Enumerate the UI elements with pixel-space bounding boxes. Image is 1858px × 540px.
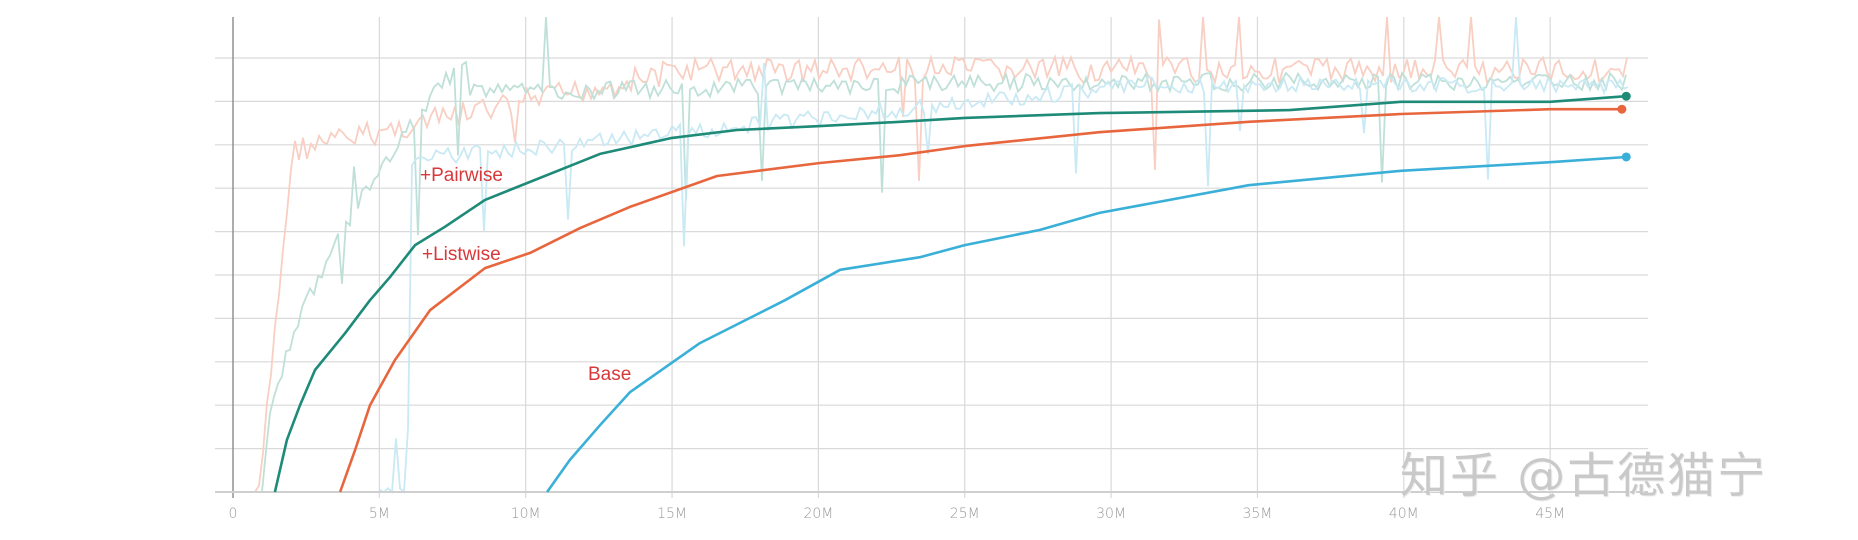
label-base: Base [588, 364, 631, 385]
x-tick-label: 45M [1535, 506, 1565, 522]
x-tick-label: 25M [950, 506, 980, 522]
label-listwise: +Listwise [422, 244, 501, 265]
x-tick-label: 35M [1242, 506, 1272, 522]
label-pairwise: +Pairwise [420, 165, 503, 186]
x-tick-label: 15M [657, 506, 687, 522]
raw-line [254, 16, 1628, 493]
raw-faded-lines [254, 16, 1629, 494]
x-tick-label: 30M [1096, 506, 1126, 522]
grid-lines [215, 17, 1648, 498]
series-endpoint-dot [1621, 152, 1631, 162]
raw-line [379, 16, 1629, 494]
series-line [546, 155, 1627, 493]
series-endpoint-dot [1621, 91, 1631, 101]
series-endpoint-dot [1617, 104, 1627, 114]
x-tick-label: 20M [803, 506, 833, 522]
x-tick-label: 5M [369, 506, 390, 522]
x-tick-label: 40M [1389, 506, 1419, 522]
x-tick-label: 10M [511, 506, 541, 522]
watermark: 知乎 @古德猫宁 [1400, 448, 1768, 504]
x-tick-label: 0 [229, 506, 238, 522]
axes [215, 17, 1648, 498]
x-axis-ticks: 0 5M 10M 15M 20M 25M 30M 35M 40M 45M [229, 506, 1566, 522]
series-line [273, 94, 1627, 493]
smoothed-series [273, 91, 1631, 493]
raw-line [261, 16, 1627, 493]
series-line [338, 107, 1622, 493]
